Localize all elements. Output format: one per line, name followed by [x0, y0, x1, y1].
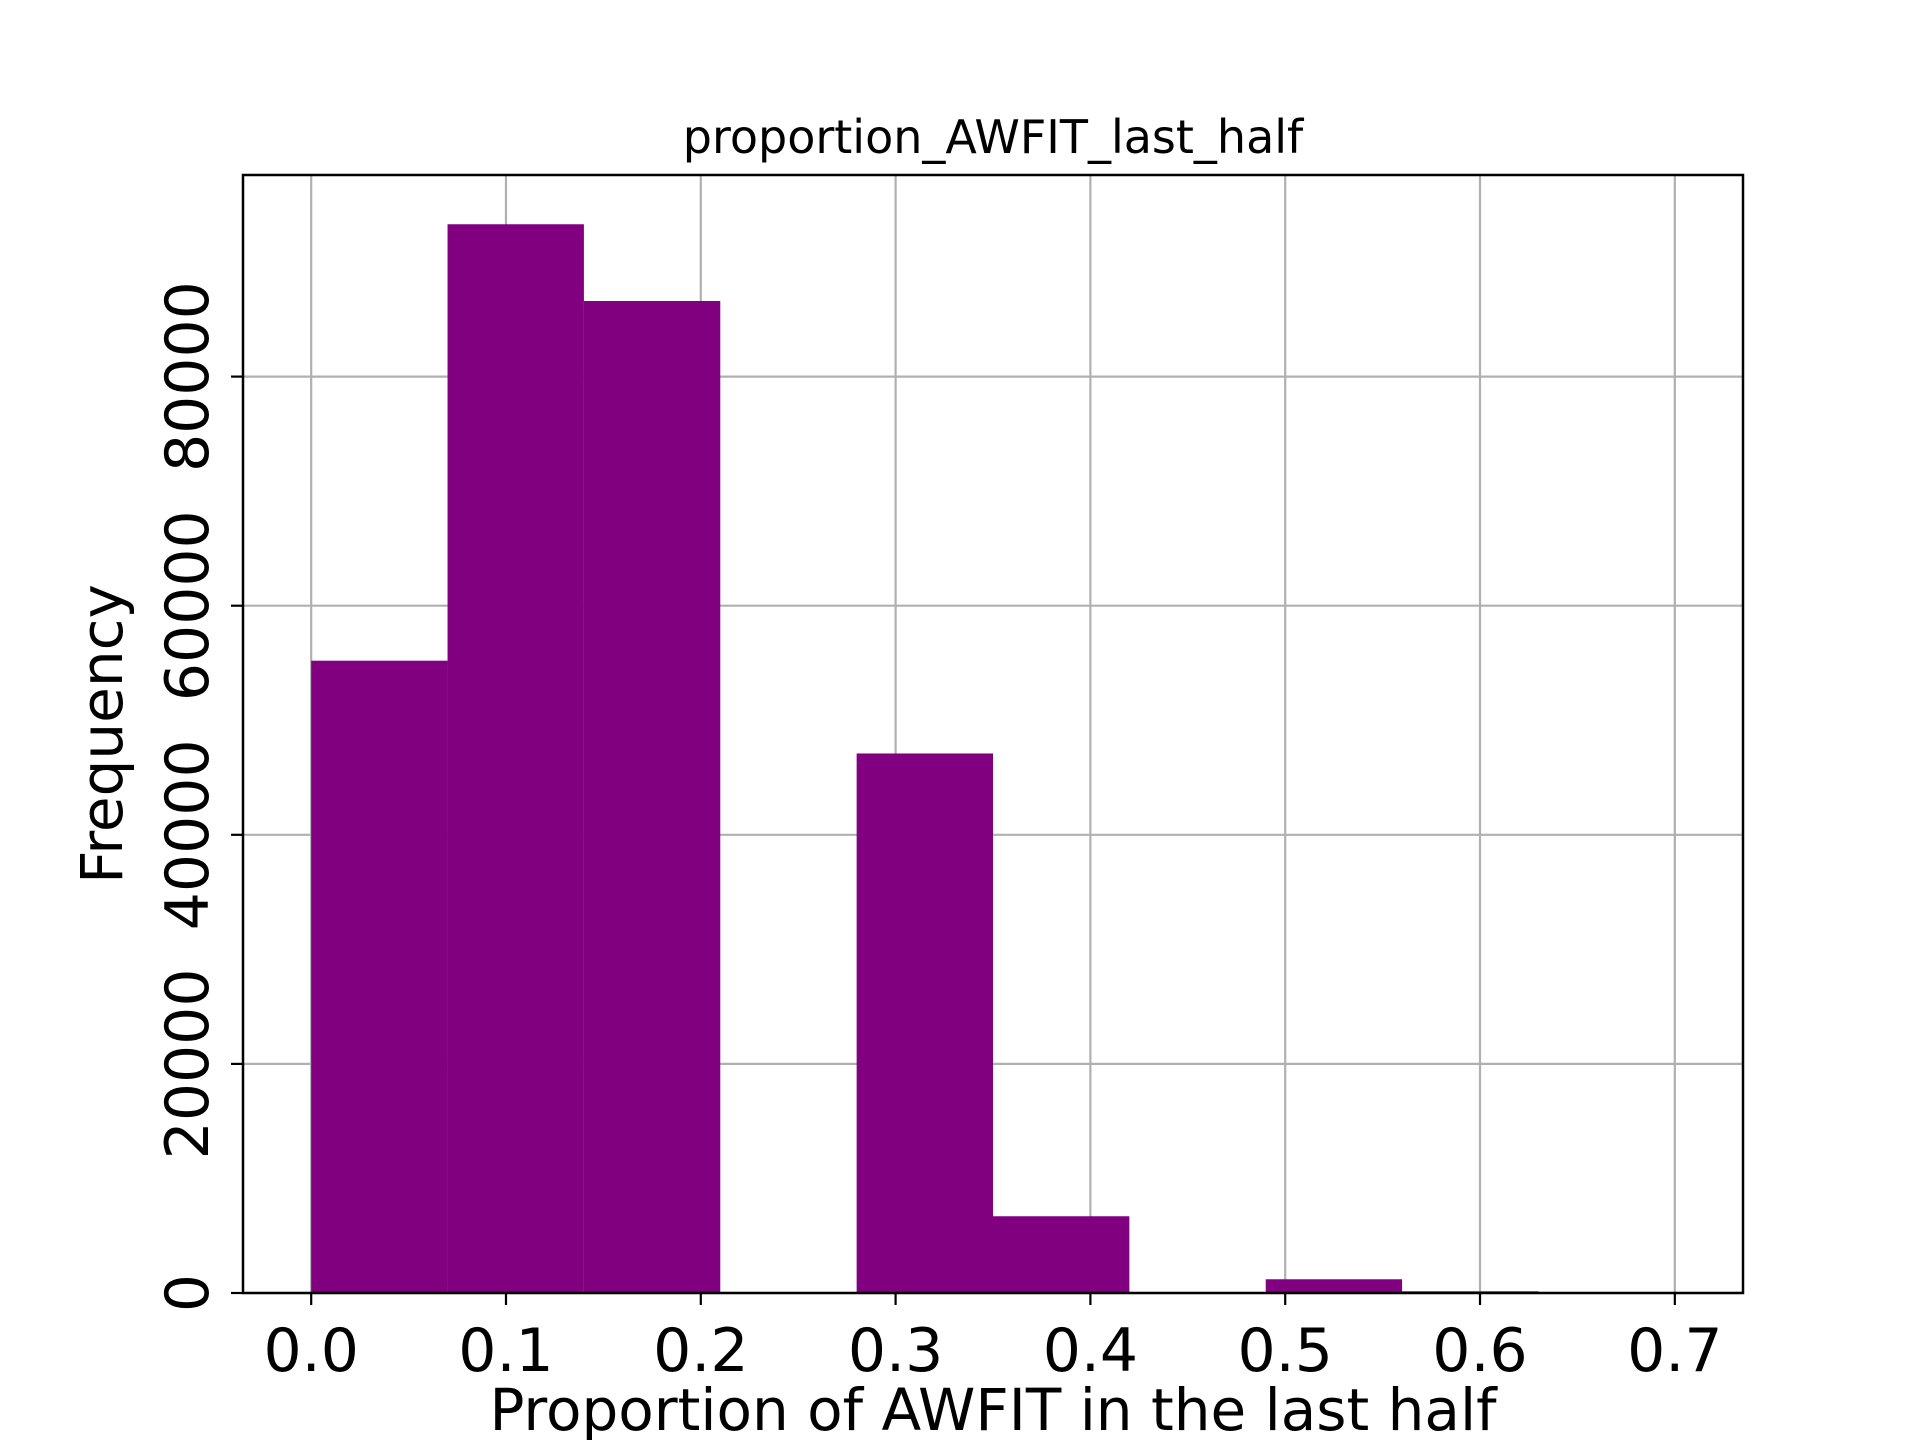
axis-ticks: 0.0 0.1 0.2 0.3 0.4 0.5 0.6 0.7 0 20000 40000 60000…	[153, 281, 1723, 1386]
x-tick-label: 0.6	[1432, 1316, 1527, 1386]
x-tick-label: 0.2	[653, 1316, 748, 1386]
y-axis-label: Frequency	[68, 584, 136, 884]
x-tick-label: 0.4	[1043, 1316, 1138, 1386]
y-tick-label: 40000	[153, 739, 223, 930]
chart-title: proportion_AWFIT_last_half	[683, 110, 1305, 164]
x-tick-label: 0.7	[1627, 1316, 1722, 1386]
y-tick-label: 20000	[153, 968, 223, 1159]
y-tick-label: 80000	[153, 281, 223, 472]
histogram-bar	[311, 660, 448, 1293]
histogram-bar	[993, 1216, 1130, 1293]
plot-frame	[241, 173, 1745, 1295]
histogram-bar	[447, 224, 584, 1294]
x-axis-label: Proportion of AWFIT in the last half	[489, 1376, 1498, 1440]
y-tick-label: 60000	[153, 510, 223, 701]
x-tick-label: 0.3	[848, 1316, 943, 1386]
histogram-bars	[311, 224, 1539, 1294]
y-tick-label: 0	[153, 1274, 223, 1312]
x-tick-label: 0.1	[458, 1316, 553, 1386]
histogram-bar	[1265, 1279, 1403, 1293]
x-tick-label: 0.0	[263, 1316, 358, 1386]
histogram-bar	[856, 753, 993, 1293]
x-tick-label: 0.5	[1237, 1316, 1332, 1386]
histogram-bar	[583, 301, 721, 1293]
